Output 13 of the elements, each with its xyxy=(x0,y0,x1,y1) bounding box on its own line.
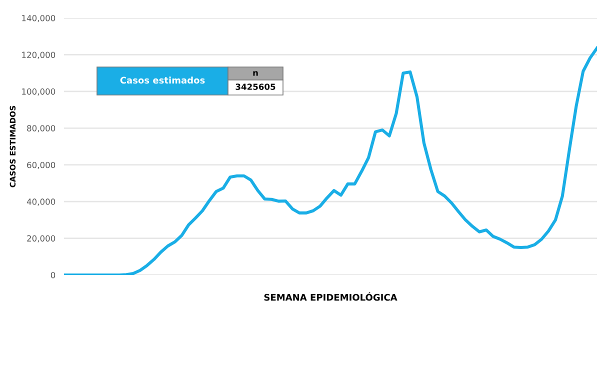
y-tick-label: 80,000 xyxy=(27,125,56,132)
y-tick-label: 60,000 xyxy=(27,162,56,169)
annotation: Casos estimados xyxy=(120,76,205,84)
y-tick-label: 120,000 xyxy=(22,52,56,59)
y-tick-label: 40,000 xyxy=(26,198,56,206)
y-tick-label: 140,000 xyxy=(22,14,56,22)
x-axis-title: SEMANA EPIDEMIOLÓGICA xyxy=(264,292,398,301)
y-tick-label: 100,000 xyxy=(22,88,56,96)
line-series xyxy=(64,46,597,275)
y-tick-label: 20,000 xyxy=(27,235,56,242)
annotation: 3425605 xyxy=(236,84,276,90)
annotation: n xyxy=(253,71,258,76)
y-tick-label: 0 xyxy=(50,272,56,278)
